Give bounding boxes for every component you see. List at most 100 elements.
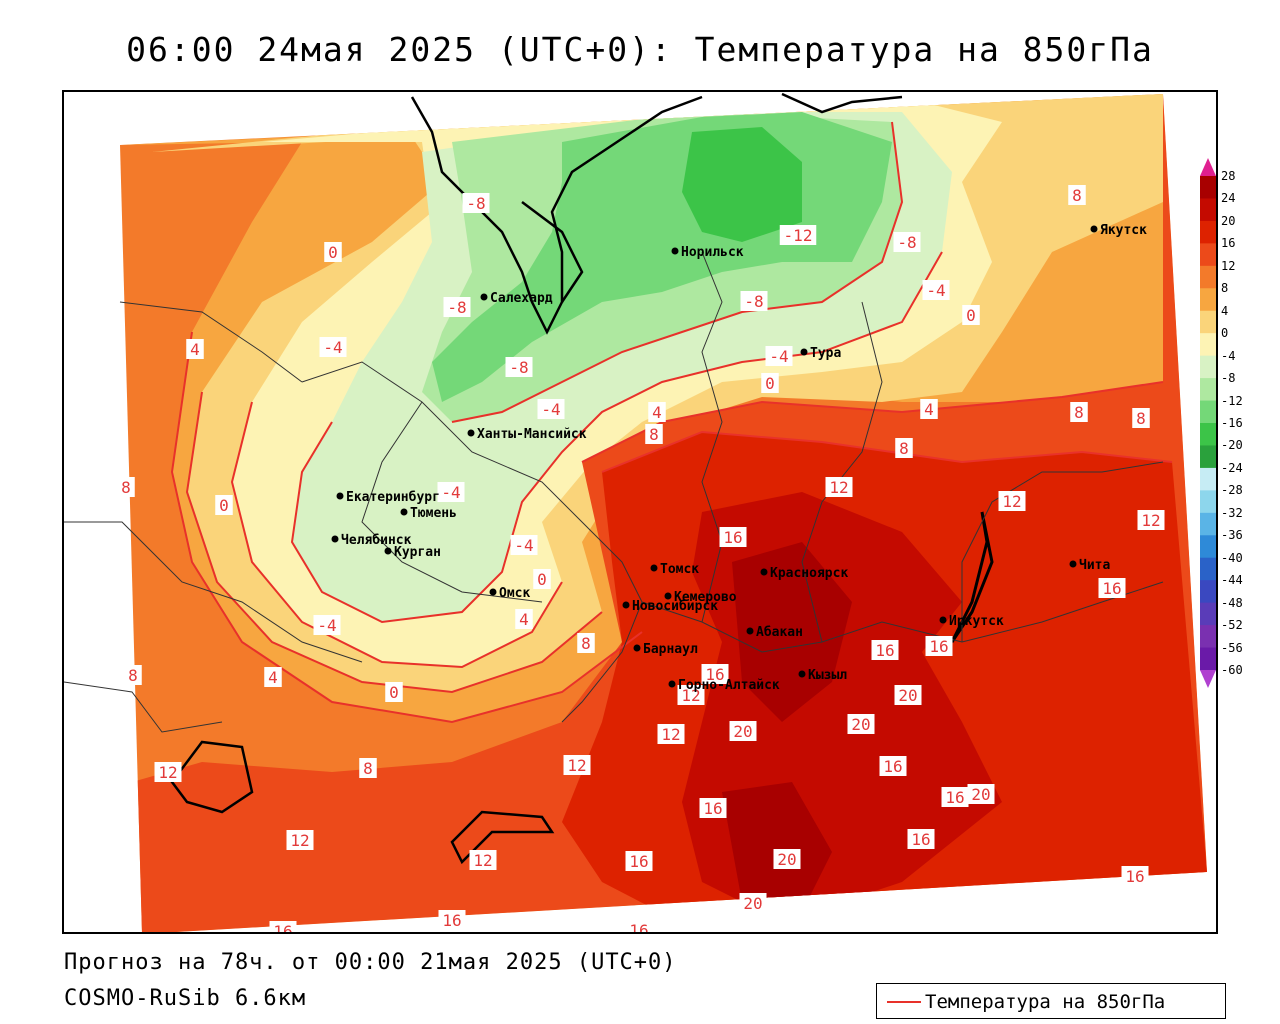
contour-label-box	[894, 685, 922, 705]
contour-label: 12	[158, 763, 177, 782]
colorbar-segment	[1200, 647, 1216, 671]
city-marker	[336, 492, 344, 500]
colorbar-tick-label: -4	[1221, 348, 1236, 363]
contour-label: -8	[447, 298, 466, 317]
contour-label: 0	[537, 570, 547, 589]
contour-label: 0	[328, 243, 338, 262]
colorbar-tick-label: -60	[1221, 663, 1243, 677]
contour-label: -4	[926, 281, 945, 300]
contour-label-box	[922, 280, 950, 300]
contour-label-layer: -8 8-12 -80-4-8 -804 -4 -4-80-4 4 4 8 88812-48120…	[117, 185, 1165, 934]
city-marker	[650, 564, 658, 572]
contour-label: 16	[945, 788, 964, 807]
contour-label-box	[510, 535, 538, 555]
legend-line-swatch	[887, 1001, 921, 1003]
contour-label-box	[437, 482, 465, 502]
contour-label: 12	[829, 478, 848, 497]
colorbar-tick-label: 12	[1221, 258, 1236, 273]
city-label: Абакан	[756, 625, 803, 640]
contour-label: 16	[883, 757, 902, 776]
colorbar-tick-label: -32	[1221, 505, 1243, 520]
contour-label: 8	[363, 759, 373, 778]
contour-label-box	[313, 615, 341, 635]
contour-label-box	[625, 920, 653, 932]
contour-label-box	[1068, 185, 1086, 205]
contour-label: 4	[652, 403, 662, 422]
contour-label: -4	[441, 483, 460, 502]
admin-borders	[64, 251, 1164, 733]
contour-label-box	[701, 664, 729, 684]
city-label: Тура	[810, 346, 841, 361]
contour-label: 8	[121, 478, 131, 497]
contour-label: 8	[581, 634, 591, 653]
contour-label-box	[515, 609, 533, 629]
colorbar-tick-label: -48	[1221, 595, 1243, 610]
contour-label-box	[773, 849, 801, 869]
contour-label: 8	[1136, 409, 1146, 428]
contour-label: 16	[723, 528, 742, 547]
contour-label-box	[699, 798, 727, 818]
contour-label: 4	[268, 668, 278, 687]
contour-label-box	[739, 893, 767, 913]
contour-label-box	[740, 291, 768, 311]
contour-label-box	[215, 495, 233, 515]
city-marker	[633, 644, 641, 652]
isotherm-lines	[170, 121, 1173, 724]
contour-label: -4	[317, 616, 336, 635]
colorbar-segment	[1200, 602, 1216, 626]
legend-label: Температура на 850гПа	[925, 991, 1166, 1013]
city-label: Салехард	[490, 291, 553, 306]
contour-label-box	[879, 756, 907, 776]
contour-label-box	[895, 438, 913, 458]
temperature-colorbar	[1200, 158, 1216, 688]
contour-label-box	[825, 477, 853, 497]
colorbar-segment	[1200, 355, 1216, 379]
colorbar-segment	[1200, 580, 1216, 604]
contour-label-box	[907, 829, 935, 849]
contour-label-box	[657, 724, 685, 744]
contour-label-box	[154, 762, 182, 782]
zone-24	[732, 542, 852, 722]
colorbar-tick-label: -40	[1221, 550, 1243, 565]
city-label: Красноярск	[770, 566, 848, 581]
colorbar-tick-label: 8	[1221, 281, 1229, 296]
contour-label-box	[443, 297, 471, 317]
contour-label-box	[677, 685, 705, 705]
contour-label: 12	[290, 831, 309, 850]
city-label: Горно-Алтайск	[678, 678, 780, 693]
contour-label: 8	[1072, 186, 1082, 205]
city-marker	[1069, 560, 1077, 568]
contour-label: 4	[190, 340, 200, 359]
forecast-info: Прогноз на 78ч. от 00:00 21мая 2025 (UTC…	[64, 950, 677, 975]
colorbar-tick-label: -16	[1221, 416, 1243, 430]
contour-label: 4	[924, 400, 934, 419]
contour-label: 16	[1125, 867, 1144, 886]
city-marker	[939, 616, 947, 624]
contour-label: 0	[966, 306, 976, 325]
city-marker	[489, 588, 497, 596]
city-marker	[671, 247, 679, 255]
colorbar-top-arrow	[1200, 158, 1216, 176]
colorbar-tick-label: -8	[1221, 371, 1236, 386]
contour-label-box	[462, 193, 490, 213]
city-marker	[331, 535, 339, 543]
colorbar-segment	[1200, 288, 1216, 312]
zone-minus16	[682, 127, 802, 242]
chart-title: 06:00 24мая 2025 (UTC+0): Температура на…	[126, 30, 1154, 69]
contour-label-box	[359, 758, 377, 778]
colorbar-segment	[1200, 400, 1216, 424]
contour-label: 20	[971, 785, 990, 804]
zone-24b	[722, 782, 832, 912]
contour-label-box	[324, 242, 342, 262]
city-label: Чита	[1079, 558, 1110, 573]
contour-label: 12	[1002, 492, 1021, 511]
city-label: Курган	[394, 545, 441, 560]
contour-label: 16	[629, 852, 648, 871]
colorbar-tick-label: 28	[1221, 169, 1236, 183]
contour-label: 16	[629, 921, 648, 934]
contour-label: 8	[1074, 403, 1084, 422]
city-label: Челябинск	[341, 533, 412, 548]
city-label: Якутск	[1100, 223, 1147, 238]
contour-label: 16	[911, 830, 930, 849]
contour-label: 20	[743, 894, 762, 913]
